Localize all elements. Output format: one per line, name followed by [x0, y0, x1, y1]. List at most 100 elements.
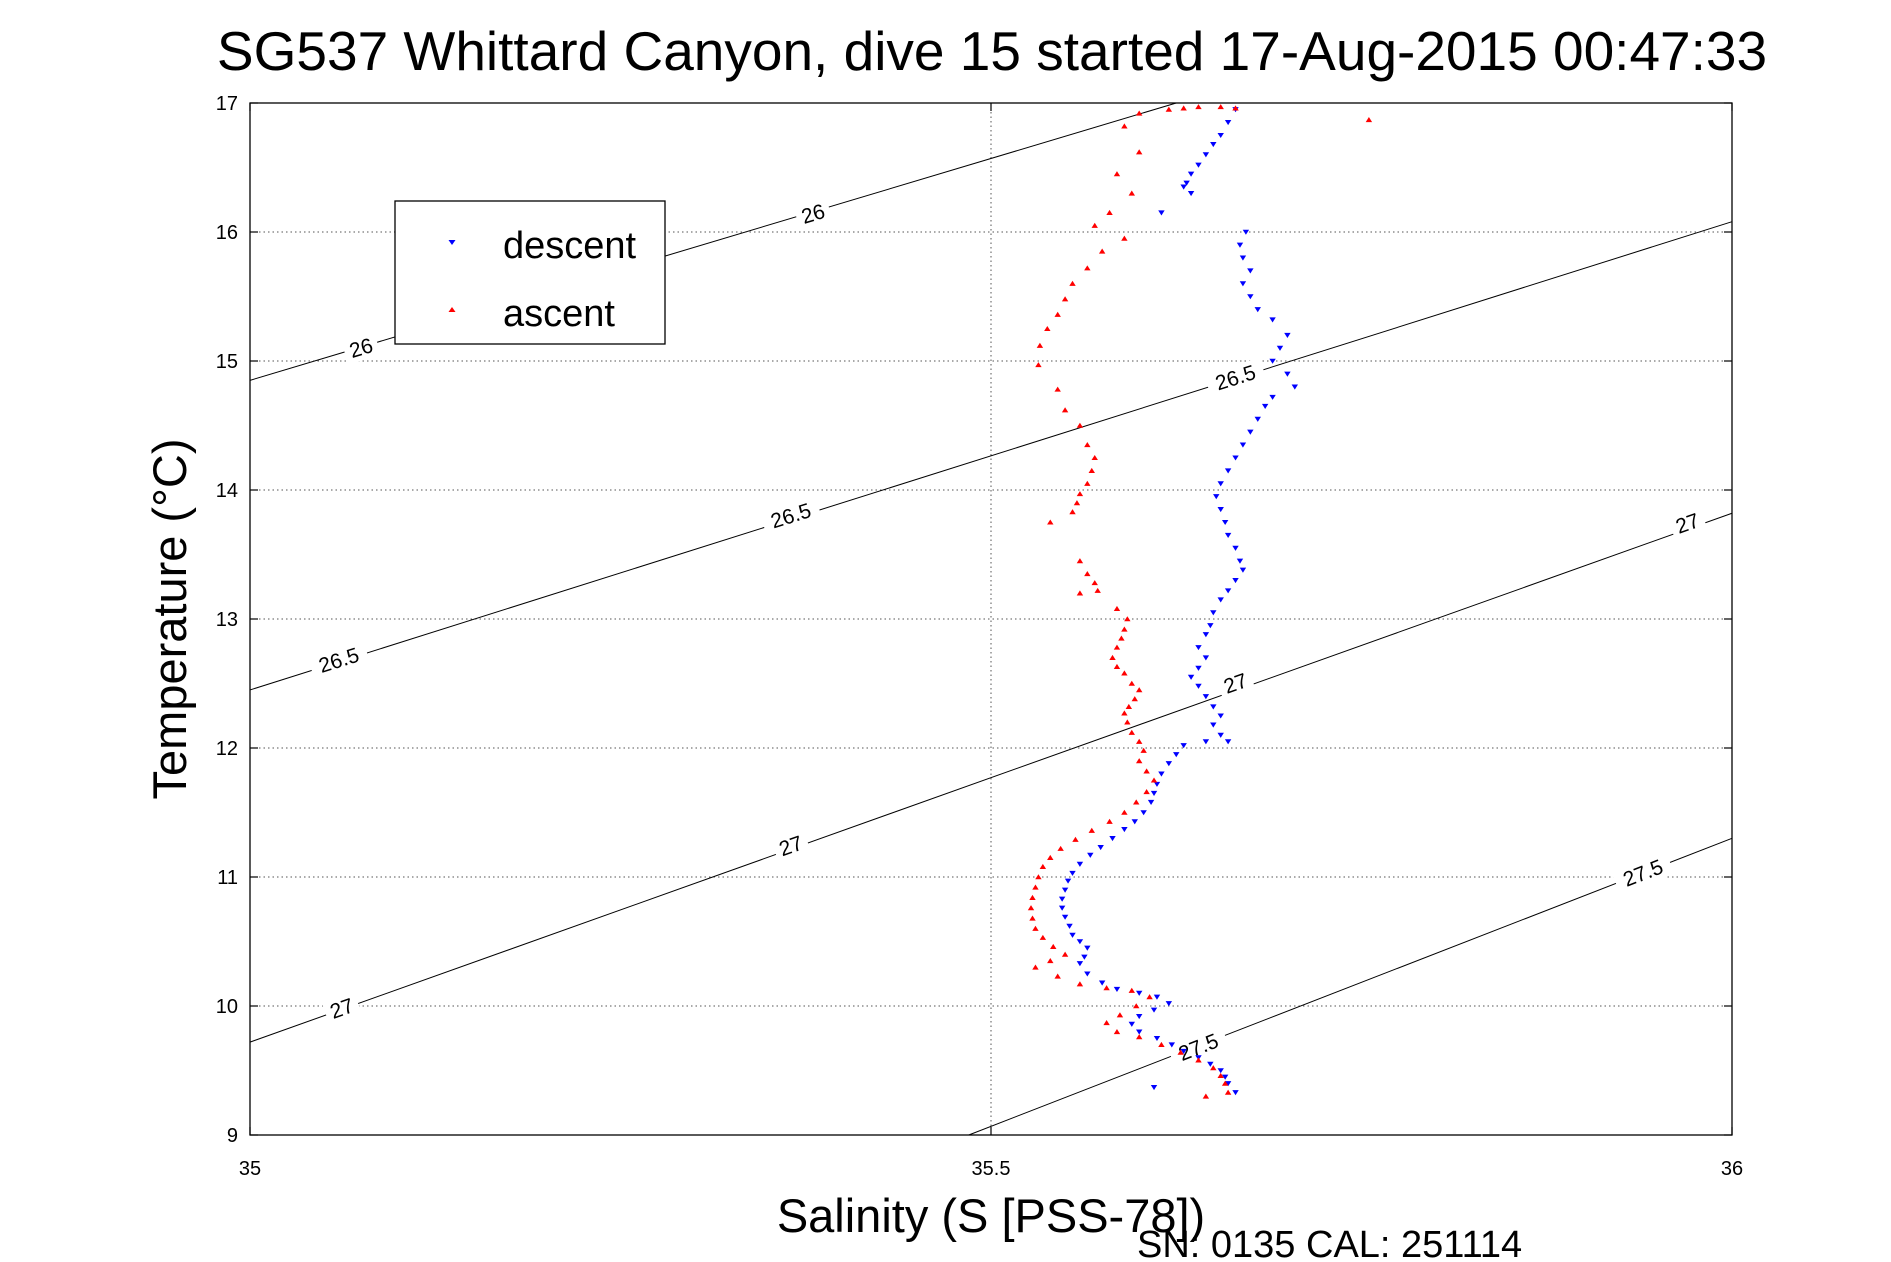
- ascent-point: [1047, 958, 1054, 964]
- isopycnal-label-bg: [770, 829, 811, 864]
- ascent-point: [1103, 1019, 1110, 1026]
- descent-point: [1131, 819, 1138, 825]
- ascent-point: [1177, 1049, 1184, 1055]
- ascent-point: [1084, 480, 1091, 486]
- descent-point: [1239, 255, 1247, 261]
- ascent-point: [1035, 874, 1042, 880]
- ascent-point: [1221, 1080, 1229, 1086]
- isopycnal-label: 26: [341, 331, 381, 365]
- descent-point: [1150, 1007, 1158, 1013]
- descent-point: [1066, 923, 1073, 929]
- ascent-point: [1128, 190, 1135, 196]
- x-tick-label: 36: [1721, 1158, 1743, 1180]
- descent-point: [1202, 655, 1210, 661]
- descent-point: [1221, 1074, 1229, 1080]
- descent-point: [1165, 1001, 1173, 1007]
- ascent-point: [1133, 1003, 1140, 1009]
- isopycnal-label: 27.5: [1611, 851, 1675, 895]
- isopycnal-label: 26.5: [759, 495, 823, 536]
- descent-point: [1180, 184, 1187, 190]
- ascent-point: [1195, 104, 1202, 110]
- descent-point: [1217, 1068, 1224, 1074]
- ascent-point: [1057, 845, 1064, 851]
- descent-point: [1076, 861, 1084, 867]
- isopycnal-label: 27: [1667, 506, 1708, 541]
- descent-point: [1195, 683, 1202, 689]
- ascent-point: [1047, 854, 1054, 860]
- ascent-point: [1091, 222, 1098, 228]
- ascent-point: [1027, 905, 1035, 911]
- y-tick-label: 10: [216, 996, 238, 1018]
- isopycnal-label-bg: [1167, 1025, 1230, 1069]
- ascent-point: [1084, 442, 1091, 448]
- ascent-point: [1121, 710, 1128, 716]
- descent-point: [1084, 945, 1091, 951]
- descent-point: [1221, 519, 1229, 526]
- ascent-point: [1032, 884, 1039, 890]
- isopycnal-label-text: 26.5: [316, 644, 362, 678]
- ascent-point: [1150, 777, 1158, 783]
- descent-point: [1217, 732, 1224, 738]
- y-tick-label: 16: [216, 222, 238, 244]
- isopycnal-label: 26.5: [1204, 357, 1267, 398]
- descent-point: [1291, 384, 1299, 390]
- descent-point: [1113, 986, 1121, 993]
- ascent-point: [1036, 342, 1044, 348]
- descent-point: [1058, 905, 1066, 911]
- descent-point: [1195, 665, 1202, 671]
- descent-point: [1084, 971, 1091, 977]
- descent-point: [1217, 713, 1224, 719]
- ascent-point: [1109, 654, 1116, 660]
- descent-point: [1224, 468, 1232, 474]
- descent-point: [1195, 162, 1202, 168]
- descent-point: [1076, 939, 1084, 945]
- descent-point: [1087, 852, 1094, 858]
- descent-point: [1069, 932, 1076, 938]
- isopycnal-line: [249, 221, 1733, 691]
- isopycnal-line: [968, 837, 1733, 1136]
- descent-point: [1236, 242, 1244, 248]
- descent-point: [1242, 229, 1250, 235]
- descent-point: [1224, 532, 1232, 538]
- descent-point: [1061, 887, 1069, 893]
- ascent-point: [1032, 964, 1039, 970]
- descent-point: [1153, 1035, 1161, 1042]
- ascent-point: [1061, 951, 1069, 957]
- isopycnal-label-bg: [759, 495, 823, 536]
- descent-point: [1213, 494, 1220, 500]
- descent-point: [1239, 567, 1247, 573]
- ascent-point: [1091, 580, 1098, 586]
- descent-point: [1247, 294, 1254, 300]
- ascent-point: [1136, 149, 1143, 155]
- ascent-point: [1072, 836, 1079, 842]
- descent-point: [1121, 826, 1128, 833]
- descent-point: [1109, 836, 1116, 842]
- y-tick-label: 17: [216, 93, 238, 115]
- legend-box: [394, 200, 666, 345]
- ascent-point: [1113, 605, 1121, 611]
- y-tick-label: 12: [216, 738, 238, 760]
- chart-title: SG537 Whittard Canyon, dive 15 started 1…: [217, 20, 1767, 82]
- descent-point: [1202, 739, 1210, 745]
- ascent-point: [1091, 454, 1098, 461]
- isopycnal-label-bg: [1667, 506, 1708, 541]
- ascent-point: [1054, 386, 1061, 392]
- ascent-point: [1088, 827, 1095, 833]
- descent-point: [1217, 132, 1224, 139]
- descent-point: [1168, 1042, 1176, 1048]
- ascent-point: [1140, 747, 1147, 753]
- x-tick-label: 35: [239, 1158, 261, 1180]
- descent-point: [1207, 623, 1214, 629]
- ascent-point: [1124, 616, 1131, 622]
- ascent-point: [1029, 915, 1036, 921]
- ascent-point: [1084, 571, 1091, 577]
- ascent-point: [1217, 104, 1224, 110]
- ascent-point: [1136, 738, 1143, 744]
- x-axis-label: Salinity (S [PSS-78]): [777, 1189, 1205, 1242]
- descent-point: [1210, 722, 1217, 728]
- isopycnal-label-text: 26.5: [768, 499, 814, 533]
- descent-point: [1254, 307, 1261, 313]
- descent-point: [1180, 1048, 1187, 1054]
- descent-point: [1247, 268, 1254, 274]
- ascent-point: [1061, 296, 1069, 302]
